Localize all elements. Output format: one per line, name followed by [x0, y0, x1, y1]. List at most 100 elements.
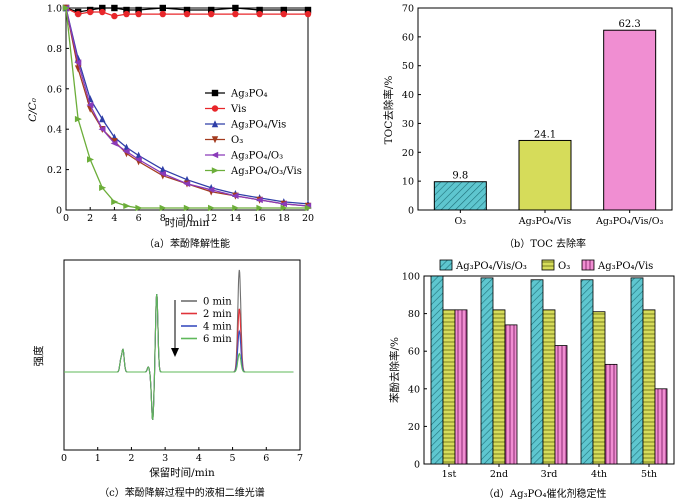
legend-label: Ag₃PO₄/O₃/Vis: [230, 166, 302, 177]
data-point: [135, 151, 142, 159]
x-tick-label: 2: [87, 213, 93, 224]
data-point: [74, 59, 82, 66]
x-tick-label: 4th: [591, 469, 607, 480]
y-tick-label: 50: [402, 61, 414, 72]
bar: [530, 279, 544, 465]
data-point: [280, 6, 287, 14]
bar: [642, 309, 656, 465]
series-line-2: [65, 7, 309, 205]
x-tick-label: O₃: [455, 216, 467, 227]
panel-b-caption: （b）TOC 去除率: [504, 237, 586, 250]
data-point: [183, 10, 191, 18]
y-tick-label: 0: [408, 206, 414, 217]
data-label: 62.3: [619, 19, 641, 30]
data-point: [256, 10, 263, 18]
data-point: [207, 186, 215, 193]
data-point: [159, 165, 166, 173]
bar: [654, 388, 668, 465]
panel-d-ylabel: 苯酚去除率/%: [388, 337, 401, 403]
chromatogram-2: [64, 294, 294, 420]
data-point: [123, 143, 130, 151]
data-point: [99, 8, 106, 16]
panel-b-ticks: 0 10 20 30 40 50 60 70 O₃ Ag₃PO₄/Vis Ag₃PO₄/Vis/O₃: [402, 4, 664, 228]
x-tick-label: 1: [95, 453, 101, 464]
data-point: [232, 10, 239, 18]
data-point: [135, 10, 142, 18]
data-point: [98, 126, 106, 133]
x-tick-label: 2: [128, 453, 134, 464]
x-tick-label: 3rd: [541, 469, 558, 480]
x-tick-label: 5: [230, 453, 236, 464]
legend-label: Ag₃PO₄: [230, 89, 268, 100]
bar: [504, 324, 518, 465]
panel-d-legend: Ag₃PO₄/Vis/O₃ O₃ Ag₃PO₄/Vis: [439, 259, 653, 272]
y-tick-label: 0: [414, 460, 420, 471]
legend-label: Ag₃PO₄/Vis: [597, 261, 653, 272]
data-point: [208, 10, 215, 18]
y-tick-label: 70: [402, 4, 414, 15]
panel-c-caption: （c）苯酚降解过程中的液相二维光谱: [99, 486, 265, 499]
chromatogram-1: [64, 294, 294, 420]
trend-arrow-head: [171, 348, 179, 357]
panel-a-ticks: 0 2 4 6 8 10 12 14 16 18 20 0 0.2 0.4 0.6 0.8 1.0: [47, 4, 314, 225]
series-line-5: [65, 7, 308, 209]
panel-c-frame: [63, 259, 301, 451]
x-tick-label: 7: [297, 453, 303, 464]
y-tick-label: 30: [402, 119, 414, 130]
panel-c-xlabel: 保留时间/min: [149, 466, 215, 479]
data-point: [87, 156, 94, 163]
y-tick-label: 1.0: [47, 4, 62, 15]
panel-d-ticks: 0 20 40 60 80 100 1st 2nd 3rd 4th 5th: [402, 272, 657, 481]
x-tick-label: 4: [196, 453, 202, 464]
y-tick-label: 40: [402, 90, 414, 101]
series-line-4: [65, 7, 309, 207]
legend-marker: [211, 136, 219, 144]
x-tick-label: 18: [278, 213, 290, 224]
data-point: [86, 101, 94, 109]
data-point: [256, 204, 264, 212]
legend-label: O₃: [231, 135, 243, 146]
data-label: 24.1: [534, 129, 556, 140]
bar: [592, 311, 606, 465]
legend-swatch: [581, 259, 595, 271]
legend-label: 4 min: [203, 322, 232, 333]
data-point: [111, 4, 118, 12]
panel-d-bars: [430, 275, 668, 465]
bar: [554, 345, 568, 465]
data-point: [135, 6, 142, 14]
data-point: [62, 4, 70, 12]
panel-c-series: [64, 269, 294, 420]
legend-label: 0 min: [203, 297, 232, 308]
y-tick-label: 80: [408, 309, 420, 320]
panel-b-bars: 9.8 24.1 62.3: [433, 19, 657, 211]
x-tick-label: 0: [61, 453, 67, 464]
panel-b: 0 10 20 30 40 50 60 70 O₃ Ag₃PO₄/Vis Ag₃PO₄/Vis/O₃…: [382, 4, 673, 250]
data-point: [87, 8, 94, 16]
bar: [480, 277, 494, 465]
x-tick-label: Ag₃PO₄/Vis: [518, 216, 572, 227]
x-tick-label: 0: [63, 213, 69, 224]
x-tick-label: 1st: [442, 469, 457, 480]
panel-a: 0 2 4 6 8 10 12 14 16 18 20 0 0.2 0.4 0.6 0.8 1.0 Ag₃PO₄…: [27, 4, 314, 251]
data-point: [99, 115, 106, 123]
legend-marker: [211, 89, 219, 97]
legend-swatch: [439, 259, 453, 271]
data-point: [99, 184, 107, 191]
x-tick-label: 8: [160, 213, 166, 224]
y-tick-label: 0.6: [47, 84, 62, 95]
y-tick-label: 60: [402, 32, 414, 43]
x-tick-label: Ag₃PO₄/Vis/O₃: [595, 216, 664, 227]
x-tick-label: 6: [136, 213, 142, 224]
legend-marker: [211, 105, 219, 112]
panel-a-xlabel: 时间/min: [165, 216, 210, 229]
data-point: [99, 4, 106, 12]
bar: [518, 139, 572, 211]
data-point: [280, 10, 287, 18]
data-point: [232, 204, 240, 212]
data-point: [255, 196, 263, 204]
data-point: [122, 148, 130, 155]
panel-c-ticks: 0 1 2 3 4 5 6 7: [61, 447, 303, 464]
y-tick-label: 20: [408, 422, 420, 433]
x-tick-label: 12: [205, 213, 217, 224]
